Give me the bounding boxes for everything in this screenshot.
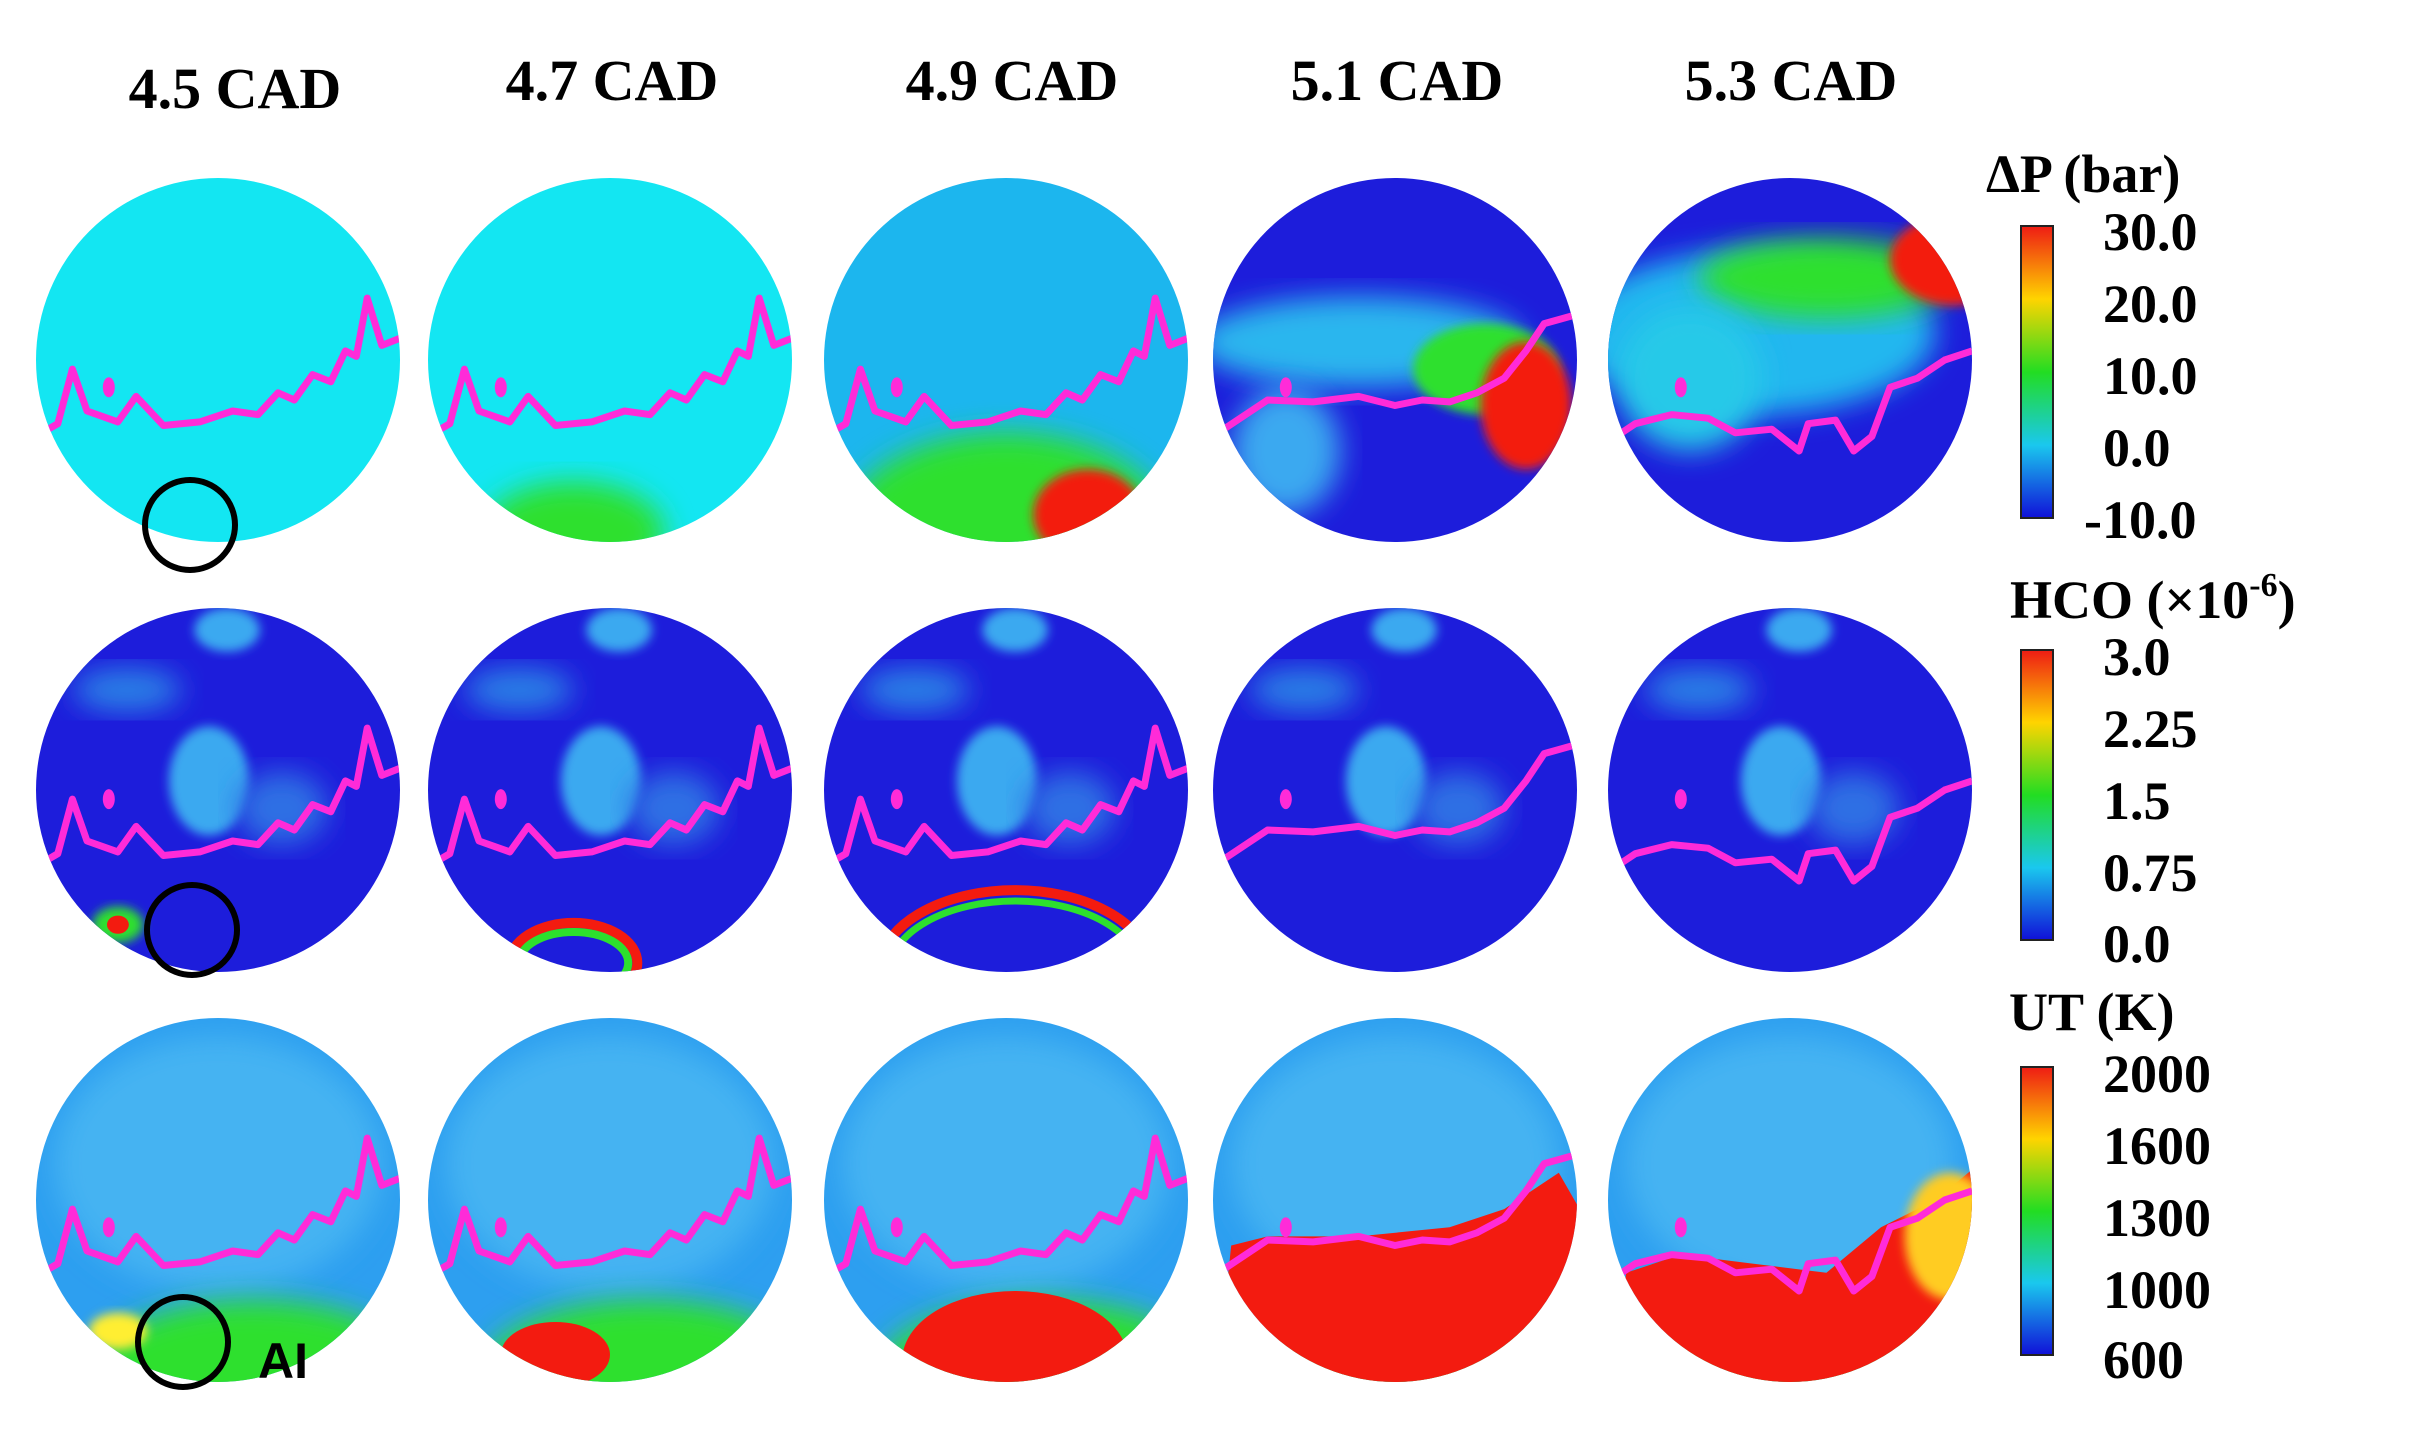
magenta-marker [890,1217,903,1238]
magenta-marker [1279,789,1292,810]
colorbar-tick-label: 0.75 [2103,843,2198,903]
colorbar-tick-label: 1600 [2103,1116,2211,1176]
colorbar-tick-label: -10.0 [2084,490,2196,550]
legend-title-hco: HCO (×10-6) [2010,567,2296,630]
colorbar-hco [2020,649,2054,941]
column-header-5-1-cad: 5.1 CAD [1291,48,1504,113]
magenta-marker [494,1217,507,1238]
colorbar-tick-label: 3.0 [2103,627,2171,687]
magenta-marker [494,789,507,810]
contour-panel-dp-2 [428,178,792,542]
magenta-marker [102,789,115,810]
contour-panel-grid [36,178,1972,1390]
contour-panel-hco-4 [1213,608,1577,972]
column-header-4-9-cad: 4.9 CAD [906,48,1119,113]
legend-title-delta-p: ΔP (bar) [1986,144,2180,204]
column-headers: 4.5 CAD 4.7 CAD 4.9 CAD 5.1 CAD 5.3 CAD [129,48,1898,121]
autoignition-circle-marker [142,477,238,573]
contour-panel-ut-5 [1608,1018,1972,1382]
magenta-marker [1674,789,1687,810]
magenta-marker [890,789,903,810]
colorbar-tick-label: 2000 [2103,1044,2211,1104]
colorbar-tick-label: 30.0 [2103,202,2198,262]
contour-panel-ut-3 [824,1018,1188,1382]
colorbar-tick-label: 0.0 [2103,418,2171,478]
colorbar-tick-label: 2.25 [2103,699,2198,759]
colorbar-delta-p [2020,225,2054,519]
contour-panel-ut-1 [36,1018,400,1382]
autoignition-circle-marker [135,1294,231,1390]
contour-panel-dp-4 [1213,178,1577,542]
magenta-marker [1279,377,1292,398]
magenta-marker [494,377,507,398]
contour-panel-dp-3 [824,178,1188,542]
colorbar-tick-label: 10.0 [2103,346,2198,406]
colorbar-tick-label: 600 [2103,1330,2184,1390]
legend-ut: UT (K) 2000 1600 1300 1000 600 [2009,982,2211,1390]
contour-panel-dp-5 [1608,178,1972,542]
colorbar-tick-label: 20.0 [2103,274,2198,334]
column-header-5-3-cad: 5.3 CAD [1685,48,1898,113]
magenta-marker [1279,1217,1292,1238]
contour-panel-hco-3 [824,608,1188,972]
column-header-4-7-cad: 4.7 CAD [506,48,719,113]
magenta-marker [890,377,903,398]
colorbar-tick-label: 1300 [2103,1188,2211,1248]
colorbar-tick-label: 1.5 [2103,771,2171,831]
colorbar-ut [2020,1066,2054,1356]
contour-panel-hco-1 [36,608,400,972]
contour-panel-hco-5 [1608,608,1972,972]
legend-title-ut: UT (K) [2009,982,2175,1042]
contour-panel-dp-1 [36,178,400,542]
column-header-4-5-cad: 4.5 CAD [129,56,342,121]
colorbar-tick-label: 1000 [2103,1260,2211,1320]
autoignition-circle-marker [144,882,240,978]
magenta-marker [1674,1217,1687,1238]
legend-hco: HCO (×10-6) 3.0 2.25 1.5 0.75 0.0 [2010,567,2296,974]
colorbar-tick-label: 0.0 [2103,914,2171,974]
magenta-marker [102,1217,115,1238]
magenta-marker [102,377,115,398]
contour-panel-hco-2 [428,608,792,972]
legend-title-hco-exponent: -6 [2249,567,2277,604]
autoignition-label: AI [258,1333,308,1389]
legend-delta-p: ΔP (bar) 30.0 20.0 10.0 0.0 -10.0 [1986,144,2198,550]
magenta-marker [1674,377,1687,398]
